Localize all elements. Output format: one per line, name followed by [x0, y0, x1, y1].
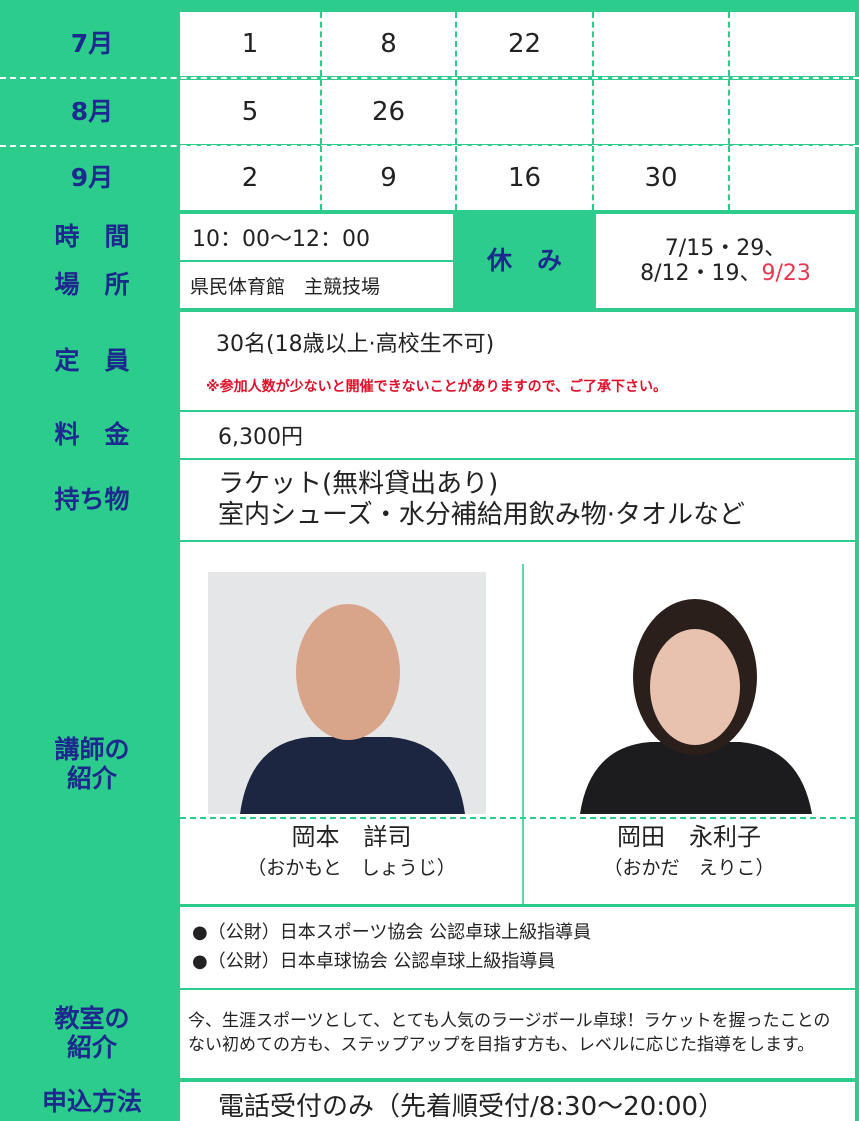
day: 22 — [457, 12, 594, 76]
qualification: ●（公財）日本スポーツ協会 公認卓球上級指導員 — [192, 921, 592, 943]
month: 9月 — [70, 162, 114, 192]
photo-face — [650, 629, 740, 745]
label: 講師の 紹介 — [8, 542, 176, 988]
day: 26 — [322, 80, 457, 144]
person: 岡田 永利子 （おかだ えりこ） — [523, 822, 855, 880]
place: 県民体育館 主競技場 — [180, 262, 453, 308]
divider — [0, 77, 859, 79]
qualifications: ●（公財）日本スポーツ協会 公認卓球上級指導員 ●（公財）日本卓球協会 公認卓球… — [180, 907, 855, 988]
day: 30 — [594, 146, 730, 210]
day — [457, 80, 594, 144]
label: 時 間 — [54, 221, 130, 251]
day — [594, 12, 730, 76]
day: 9 — [322, 146, 457, 210]
name: 岡本 詳司 — [291, 823, 412, 851]
qualification: ●（公財）日本卓球協会 公認卓球上級指導員 — [192, 950, 556, 972]
capacity: 30名(18歳以上·高校生不可) ※参加人数が少ないと開催できないことがあります… — [180, 312, 855, 410]
reading: （おかもと しょうじ） — [247, 857, 456, 880]
day: 5 — [180, 80, 322, 144]
month: 8月 — [70, 96, 114, 126]
text: 8/12・19、 — [640, 261, 762, 286]
day — [594, 80, 730, 144]
person: 岡本 詳司 （おかもと しょうじ） — [180, 822, 523, 880]
application: 電話受付のみ（先着順受付/8:30～20:00） — [180, 1082, 855, 1121]
photo-body — [240, 737, 465, 814]
label: 申込方法 — [41, 1087, 142, 1116]
holiday-line: 8/12・19、9/23 — [640, 261, 811, 286]
day: 16 — [457, 146, 594, 210]
month: 7月 — [70, 28, 114, 58]
day: 1 — [180, 12, 322, 76]
holiday-line: 7/15・29、 — [664, 235, 787, 261]
label: 料 金 — [54, 419, 130, 449]
photo-body — [580, 742, 812, 814]
photo-face — [296, 604, 400, 740]
holidays: 7/15・29、 8/12・19、9/23 — [596, 214, 855, 308]
reading: （おかだ えりこ） — [603, 857, 775, 880]
day: 2 — [180, 146, 322, 210]
day: 8 — [322, 12, 457, 76]
item-line: 室内シューズ・水分補給用飲み物·タオルなど — [218, 500, 745, 530]
label: 休 み — [486, 245, 562, 275]
label-line: 講師の — [54, 735, 130, 765]
label: 場 所 — [54, 269, 130, 299]
day — [730, 12, 855, 76]
time: 10：00～12：00 — [180, 214, 453, 260]
label-line: 紹介 — [66, 1033, 117, 1062]
highlight: 9/23 — [761, 261, 811, 286]
label-line: 教室の — [54, 1004, 130, 1034]
fee: 6,300円 — [180, 412, 855, 458]
capacity-value: 30名(18歳以上·高校生不可) — [216, 332, 495, 357]
label: 定 員 — [54, 345, 130, 375]
classroom: 今、生涯スポーツとして、とても人気のラージボール卓球！ラケットを握ったことのない… — [180, 990, 855, 1078]
name: 岡田 永利子 — [617, 823, 761, 851]
item-line: ラケット(無料貸出あり) — [218, 468, 499, 499]
label: 教室の 紹介 — [8, 990, 176, 1078]
photos — [180, 564, 855, 904]
instructors: 岡本 詳司 （おかもと しょうじ） 岡田 永利子 （おかだ えりこ） — [180, 542, 855, 904]
label-line: 紹介 — [66, 764, 117, 793]
label: 持ち物 — [54, 484, 130, 514]
note: ※参加人数が少ないと開催できないことがありますので、ご了承下さい。 — [206, 379, 668, 395]
day — [730, 146, 855, 210]
items: ラケット(無料貸出あり) 室内シューズ・水分補給用飲み物·タオルなど — [180, 460, 855, 540]
day — [730, 80, 855, 144]
